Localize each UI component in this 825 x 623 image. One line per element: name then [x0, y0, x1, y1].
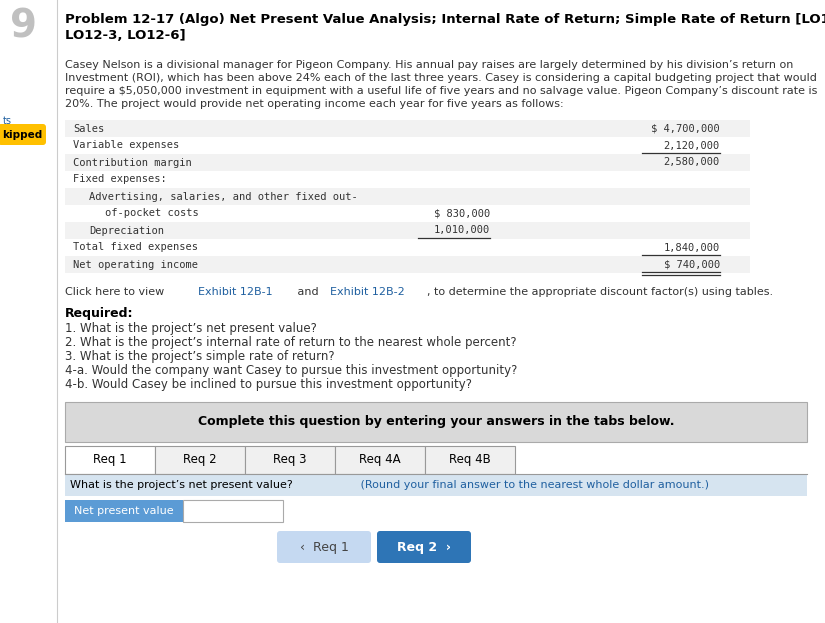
Text: (Round your final answer to the nearest whole dollar amount.): (Round your final answer to the nearest … — [357, 480, 710, 490]
Text: Fixed expenses:: Fixed expenses: — [73, 174, 167, 184]
Text: Req 4B: Req 4B — [449, 454, 491, 467]
FancyBboxPatch shape — [65, 500, 183, 522]
FancyBboxPatch shape — [425, 446, 515, 474]
Text: Required:: Required: — [65, 307, 134, 320]
Text: 9: 9 — [10, 8, 37, 46]
Text: of-pocket costs: of-pocket costs — [105, 209, 199, 219]
Text: Click here to view: Click here to view — [65, 287, 167, 297]
Text: ‹  Req 1: ‹ Req 1 — [299, 541, 348, 553]
Text: $ 740,000: $ 740,000 — [664, 260, 720, 270]
FancyBboxPatch shape — [335, 446, 425, 474]
Text: Req 2: Req 2 — [183, 454, 217, 467]
Text: 2,120,000: 2,120,000 — [664, 141, 720, 151]
FancyBboxPatch shape — [65, 222, 750, 239]
Text: Req 3: Req 3 — [273, 454, 307, 467]
Text: Net present value: Net present value — [74, 506, 174, 516]
Text: Req 4A: Req 4A — [359, 454, 401, 467]
Text: Advertising, salaries, and other fixed out-: Advertising, salaries, and other fixed o… — [89, 191, 358, 201]
Text: require a $5,050,000 investment in equipment with a useful life of five years an: require a $5,050,000 investment in equip… — [65, 86, 818, 96]
FancyBboxPatch shape — [65, 154, 750, 171]
Text: 4-a. Would the company want Casey to pursue this investment opportunity?: 4-a. Would the company want Casey to pur… — [65, 364, 517, 377]
FancyBboxPatch shape — [377, 531, 471, 563]
Text: 2,580,000: 2,580,000 — [664, 158, 720, 168]
Text: 1. What is the project’s net present value?: 1. What is the project’s net present val… — [65, 322, 317, 335]
Text: Net operating income: Net operating income — [73, 260, 198, 270]
FancyBboxPatch shape — [245, 446, 335, 474]
Text: Complete this question by entering your answers in the tabs below.: Complete this question by entering your … — [198, 416, 674, 429]
FancyBboxPatch shape — [65, 137, 750, 154]
Text: 1,840,000: 1,840,000 — [664, 242, 720, 252]
FancyBboxPatch shape — [65, 120, 750, 137]
Text: kipped: kipped — [2, 130, 42, 140]
FancyBboxPatch shape — [65, 188, 750, 205]
Text: LO12-3, LO12-6]: LO12-3, LO12-6] — [65, 29, 186, 42]
Text: Sales: Sales — [73, 123, 104, 133]
FancyBboxPatch shape — [155, 446, 245, 474]
Text: 4-b. Would Casey be inclined to pursue this investment opportunity?: 4-b. Would Casey be inclined to pursue t… — [65, 378, 472, 391]
FancyBboxPatch shape — [65, 402, 807, 442]
Text: ts: ts — [3, 116, 12, 126]
Text: Depreciation: Depreciation — [89, 226, 164, 235]
Text: Investment (ROI), which has been above 24% each of the last three years. Casey i: Investment (ROI), which has been above 2… — [65, 73, 817, 83]
FancyBboxPatch shape — [65, 171, 750, 188]
FancyBboxPatch shape — [65, 446, 155, 474]
FancyBboxPatch shape — [65, 239, 750, 256]
Text: 2. What is the project’s internal rate of return to the nearest whole percent?: 2. What is the project’s internal rate o… — [65, 336, 516, 349]
Text: Req 2  ›: Req 2 › — [397, 541, 451, 553]
Text: Variable expenses: Variable expenses — [73, 141, 179, 151]
FancyBboxPatch shape — [65, 205, 750, 222]
Text: 3. What is the project’s simple rate of return?: 3. What is the project’s simple rate of … — [65, 350, 335, 363]
Text: 1,010,000: 1,010,000 — [434, 226, 490, 235]
Text: and: and — [294, 287, 322, 297]
Text: Exhibit 12B-2: Exhibit 12B-2 — [330, 287, 405, 297]
FancyBboxPatch shape — [65, 256, 750, 273]
Text: Problem 12-17 (Algo) Net Present Value Analysis; Internal Rate of Return; Simple: Problem 12-17 (Algo) Net Present Value A… — [65, 13, 825, 26]
Text: What is the project’s net present value?: What is the project’s net present value? — [70, 480, 293, 490]
FancyBboxPatch shape — [183, 500, 283, 522]
Text: 20%. The project would provide net operating income each year for five years as : 20%. The project would provide net opera… — [65, 99, 563, 109]
FancyBboxPatch shape — [65, 474, 807, 496]
Text: Total fixed expenses: Total fixed expenses — [73, 242, 198, 252]
FancyBboxPatch shape — [0, 124, 46, 145]
Text: , to determine the appropriate discount factor(s) using tables.: , to determine the appropriate discount … — [427, 287, 773, 297]
Text: $ 830,000: $ 830,000 — [434, 209, 490, 219]
Text: Exhibit 12B-1: Exhibit 12B-1 — [197, 287, 272, 297]
Text: $ 4,700,000: $ 4,700,000 — [651, 123, 720, 133]
Text: Req 1: Req 1 — [93, 454, 127, 467]
Text: Contribution margin: Contribution margin — [73, 158, 191, 168]
Text: Casey Nelson is a divisional manager for Pigeon Company. His annual pay raises a: Casey Nelson is a divisional manager for… — [65, 60, 794, 70]
FancyBboxPatch shape — [277, 531, 371, 563]
